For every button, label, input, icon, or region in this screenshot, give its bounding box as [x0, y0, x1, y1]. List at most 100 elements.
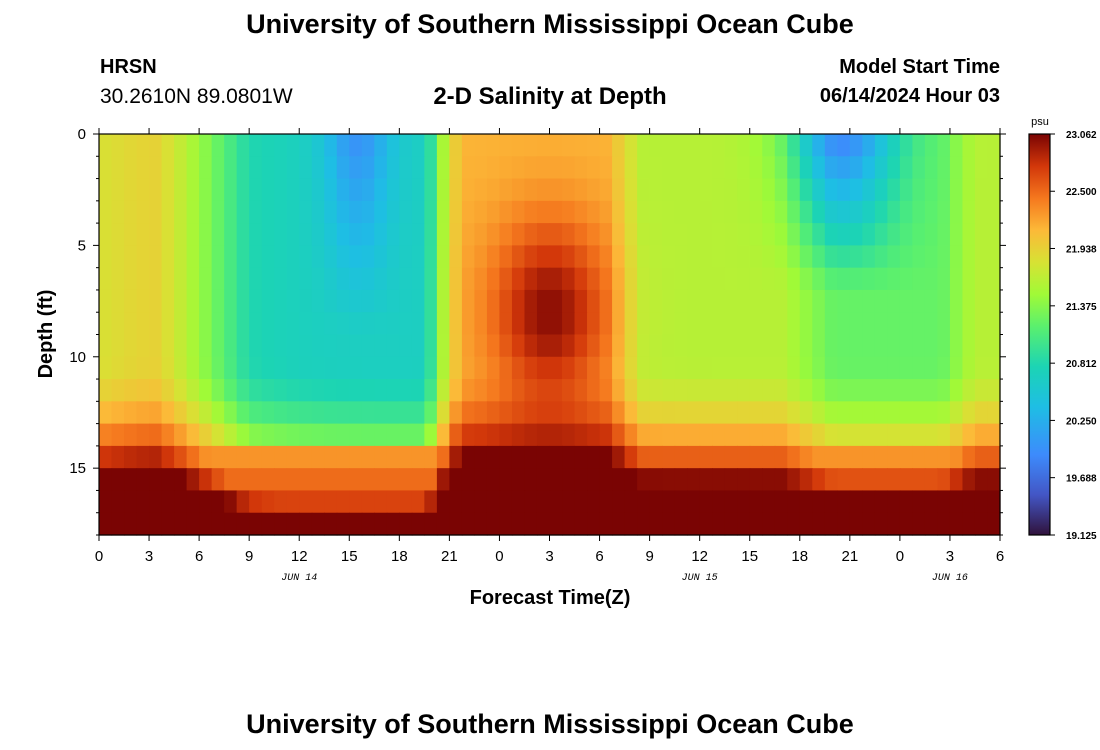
- heatmap-cell: [699, 356, 713, 380]
- heatmap-cell: [299, 401, 313, 425]
- heatmap-cell: [236, 423, 250, 447]
- heatmap-cell: [687, 468, 701, 492]
- heatmap-cell: [149, 468, 163, 492]
- heatmap-cell: [862, 356, 876, 380]
- heatmap-cell: [887, 156, 901, 180]
- heatmap-cell: [511, 312, 526, 336]
- heatmap-cell: [536, 289, 551, 313]
- heatmap-cell: [687, 312, 701, 336]
- heatmap-cell: [299, 356, 313, 380]
- heatmap-cell: [499, 267, 513, 291]
- heatmap-cell: [174, 468, 188, 492]
- heatmap-cell: [211, 178, 225, 202]
- heatmap-cell: [336, 356, 350, 380]
- heatmap-cell: [424, 245, 438, 269]
- heatmap-cell: [737, 468, 751, 492]
- heatmap-cell: [299, 245, 313, 269]
- heatmap-cell: [511, 245, 526, 269]
- heatmap-cell: [524, 289, 538, 313]
- heatmap-cell: [674, 245, 688, 269]
- heatmap-cell: [862, 334, 876, 358]
- heatmap-cell: [787, 356, 801, 380]
- heatmap-cell: [236, 445, 250, 469]
- heatmap-cell: [599, 356, 613, 380]
- heatmap-cell: [687, 178, 701, 202]
- heatmap-cell: [749, 379, 763, 402]
- heatmap-cell: [499, 490, 513, 514]
- heatmap-cell: [824, 289, 838, 313]
- heatmap-cell: [799, 245, 813, 269]
- heatmap-cell: [549, 490, 563, 514]
- heatmap-cell: [399, 312, 413, 336]
- heatmap-cell: [937, 200, 951, 224]
- heatmap-cell: [124, 445, 138, 469]
- heatmap-cell: [674, 512, 688, 536]
- heatmap-cell: [562, 178, 576, 202]
- heatmap-cell: [649, 134, 663, 157]
- heatmap-cell: [987, 267, 1001, 291]
- heatmap-cell: [424, 178, 438, 202]
- heatmap-cell: [862, 289, 876, 313]
- heatmap-cell: [111, 200, 125, 224]
- heatmap-cell: [174, 334, 188, 358]
- heatmap-cell: [199, 178, 213, 202]
- heatmap-cell: [424, 200, 438, 224]
- heatmap-cell: [649, 356, 663, 380]
- heatmap-cell: [912, 423, 926, 447]
- heatmap-cell: [549, 134, 563, 157]
- heatmap-cell: [824, 423, 838, 447]
- heatmap-cell: [224, 468, 238, 492]
- heatmap-cell: [674, 156, 688, 180]
- heatmap-cell: [724, 245, 738, 269]
- heatmap-cell: [124, 379, 138, 402]
- heatmap-cell: [474, 512, 488, 536]
- heatmap-cell: [799, 156, 813, 180]
- heatmap-cell: [849, 356, 863, 380]
- heatmap-cell: [274, 223, 288, 246]
- heatmap-cell: [511, 445, 526, 469]
- heatmap-cell: [224, 156, 238, 180]
- heatmap-cell: [149, 200, 163, 224]
- heatmap-cells: [99, 134, 1001, 536]
- heatmap-cell: [374, 401, 388, 425]
- heatmap-cell: [349, 134, 363, 157]
- heatmap-cell: [812, 490, 826, 514]
- heatmap-cell: [249, 356, 263, 380]
- heatmap-cell: [624, 334, 638, 358]
- heatmap-cell: [336, 512, 350, 536]
- heatmap-cell: [199, 512, 213, 536]
- heatmap-cell: [311, 512, 325, 536]
- heatmap-cell: [449, 334, 463, 358]
- heatmap-cell: [361, 245, 375, 269]
- heatmap-cell: [812, 156, 826, 180]
- heatmap-cell: [299, 512, 313, 536]
- heatmap-cell: [824, 334, 838, 358]
- heatmap-cell: [324, 223, 338, 246]
- heatmap-cell: [211, 445, 225, 469]
- heatmap-cell: [511, 512, 526, 536]
- heatmap-cell: [937, 423, 951, 447]
- heatmap-cell: [799, 512, 813, 536]
- heatmap-cell: [111, 267, 125, 291]
- heatmap-cell: [99, 289, 113, 313]
- heatmap-cell: [899, 334, 913, 358]
- heatmap-cell: [824, 223, 838, 246]
- heatmap-cell: [974, 178, 989, 202]
- heatmap-cell: [762, 379, 776, 402]
- heatmap-cell: [386, 200, 400, 224]
- x-axis: 0 3 6 9 12 15 18 21 0 3 6 9 12 15 18 21 0 3 6: [95, 128, 1004, 565]
- heatmap-cell: [236, 178, 250, 202]
- heatmap-cell: [737, 445, 751, 469]
- heatmap-cell: [724, 356, 738, 380]
- heatmap-cell: [199, 401, 213, 425]
- heatmap-cell: [236, 289, 250, 313]
- heatmap-cell: [912, 312, 926, 336]
- heatmap-cell: [887, 334, 901, 358]
- heatmap-cell: [461, 245, 476, 269]
- heatmap-cell: [311, 178, 325, 202]
- heatmap-cell: [386, 223, 400, 246]
- heatmap-cell: [974, 445, 989, 469]
- heatmap-cell: [812, 356, 826, 380]
- heatmap-cell: [211, 200, 225, 224]
- heatmap-cell: [211, 468, 225, 492]
